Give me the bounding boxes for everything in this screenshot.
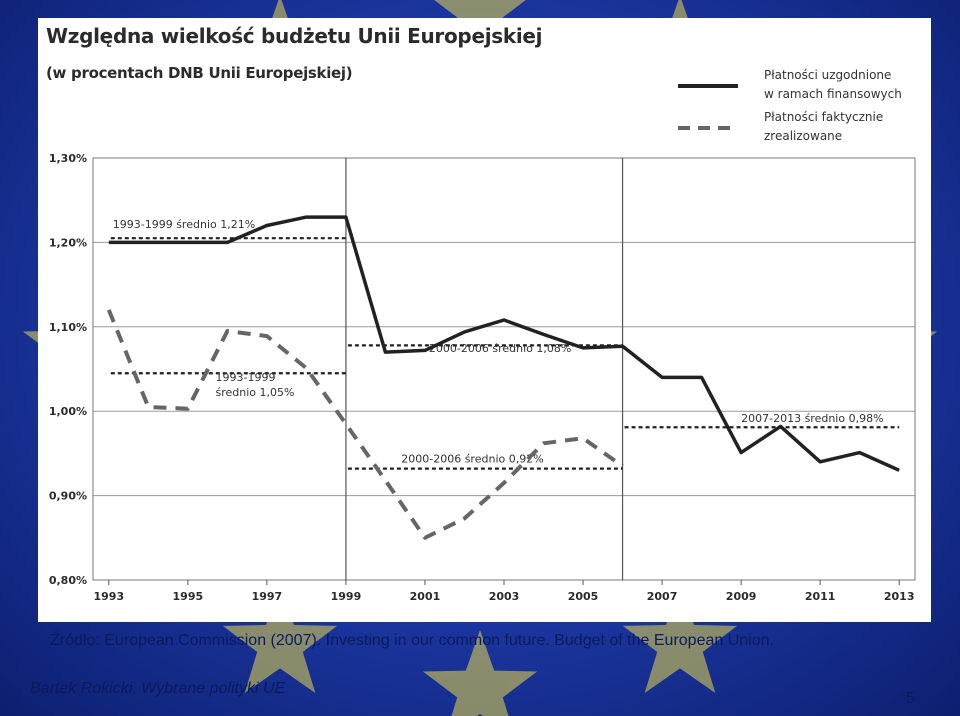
x-tick-label: 2009 xyxy=(726,590,757,603)
legend-dashed-label-1: Płatności faktycznie xyxy=(764,110,883,124)
series-line-realised-payments xyxy=(106,309,624,540)
y-tick-label: 0,90% xyxy=(49,490,87,503)
average-label: średnio 1,05% xyxy=(216,386,295,399)
y-tick-label: 1,00% xyxy=(49,405,87,418)
chart-subtitle: (w procentach DNB Unii Europejskiej) xyxy=(46,64,353,82)
source-citation: Źródło: European Commission (2007). Inve… xyxy=(50,632,774,649)
chart-title: Względna wielkość budżetu Unii Europejsk… xyxy=(46,24,543,48)
y-tick-label: 0,80% xyxy=(49,574,87,587)
x-tick-label: 2001 xyxy=(410,590,441,603)
average-label: 2000-2006 średnio 0,92% xyxy=(401,453,543,466)
x-tick-label: 2011 xyxy=(805,590,836,603)
x-tick-label: 2013 xyxy=(884,590,915,603)
x-tick-label: 1997 xyxy=(252,590,283,603)
legend-solid-label-1: Płatności uzgodnione xyxy=(764,68,891,82)
average-label: 2007-2013 średnio 0,98% xyxy=(741,412,883,425)
x-tick-label: 2007 xyxy=(647,590,678,603)
background-star-icon xyxy=(422,630,538,716)
background-star-icon xyxy=(622,584,738,693)
plot-area: 0,80% 0,90% 1,00% 1,10% 1,20% 1,30% 1993 1995 19… xyxy=(49,152,916,603)
legend-solid-label-2: w ramach finansowych xyxy=(764,87,902,101)
legend-dashed-label-2: zrealizowane xyxy=(764,129,842,143)
page-number: 5 xyxy=(906,690,915,707)
y-tick-label: 1,20% xyxy=(49,236,87,249)
author-credit: Bartek Rokicki, Wybrane polityki UE xyxy=(30,680,286,697)
average-label: 1993-1999 xyxy=(216,371,276,384)
chart-panel: Względna wielkość budżetu Unii Europejsk… xyxy=(38,18,931,622)
x-tick-label: 1999 xyxy=(331,590,362,603)
average-label: 1993-1999 średnio 1,21% xyxy=(113,218,255,231)
y-tick-label: 1,10% xyxy=(49,321,87,334)
x-tick-label: 2003 xyxy=(489,590,520,603)
x-tick-label: 1993 xyxy=(93,590,124,603)
background-star-icon xyxy=(222,584,338,693)
series-line-agreed-payments xyxy=(108,215,900,472)
legend: Płatności uzgodnione w ramach finansowyc… xyxy=(678,68,902,143)
average-label: 2000-2006 średnio 1,08% xyxy=(429,342,571,355)
line-chart: Płatności uzgodnione w ramach finansowyc… xyxy=(49,68,916,603)
y-tick-label: 1,30% xyxy=(49,152,87,165)
x-tick-label: 1995 xyxy=(173,590,204,603)
x-tick-label: 2005 xyxy=(568,590,599,603)
